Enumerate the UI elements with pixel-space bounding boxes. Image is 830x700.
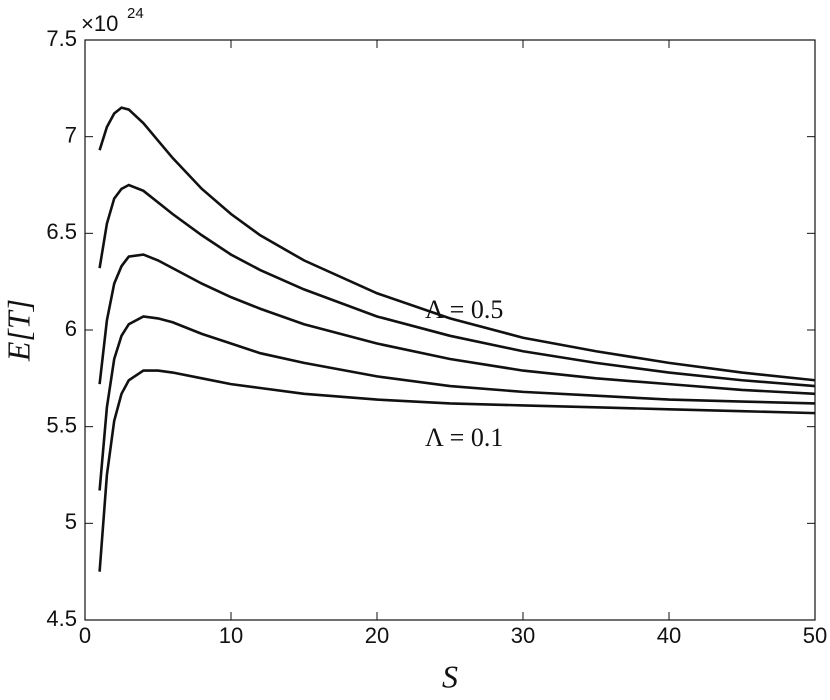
- line-series: [98, 253, 816, 396]
- line-series: [98, 183, 816, 388]
- x-tick-label: 10: [219, 623, 243, 648]
- y-tick-label: 5: [65, 509, 77, 534]
- x-axis-label: S: [442, 658, 458, 694]
- y-tick-label: 7.5: [46, 26, 77, 51]
- y-multiplier-exponent: 24: [127, 5, 144, 22]
- line-series: [98, 315, 816, 491]
- y-tick-label: 4.5: [46, 606, 77, 631]
- annotation: Λ = 0.1: [425, 423, 503, 452]
- x-tick-label: 0: [79, 623, 91, 648]
- y-tick-label: 6.5: [46, 219, 77, 244]
- y-tick-label: 6: [65, 316, 77, 341]
- y-axis-label: E[T]: [0, 299, 36, 362]
- y-tick-label: 7: [65, 122, 77, 147]
- y-multiplier: ×10: [81, 11, 118, 36]
- x-tick-label: 40: [657, 623, 681, 648]
- annotation: Λ = 0.5: [425, 295, 503, 324]
- line-series: [98, 106, 816, 382]
- y-tick-label: 5.5: [46, 412, 77, 437]
- x-tick-label: 30: [511, 623, 535, 648]
- line-series: [98, 369, 816, 572]
- x-tick-label: 50: [803, 623, 827, 648]
- x-tick-label: 20: [365, 623, 389, 648]
